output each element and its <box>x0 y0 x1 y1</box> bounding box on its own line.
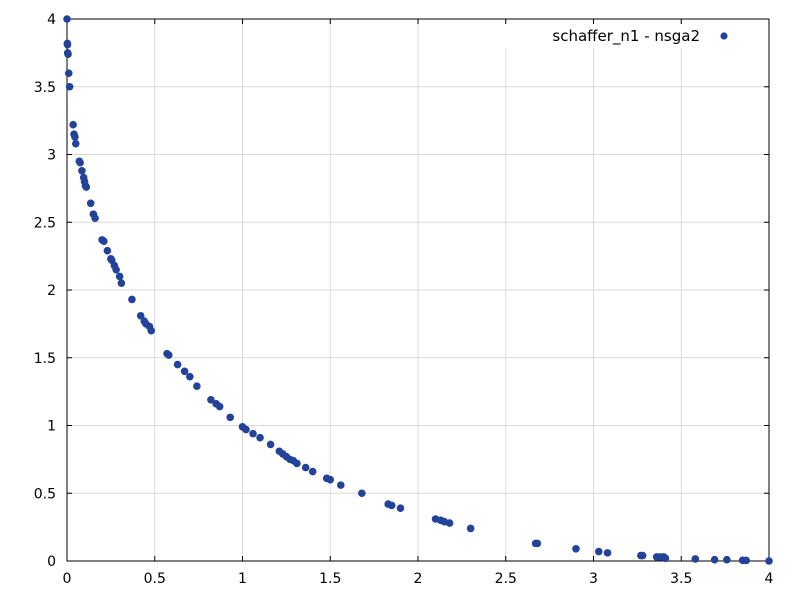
data-point <box>256 433 264 442</box>
data-point <box>358 489 366 498</box>
data-point <box>71 133 79 141</box>
data-point <box>661 554 670 563</box>
data-point <box>396 504 405 512</box>
data-point <box>387 501 396 510</box>
x-tick-label: 4 <box>765 571 774 587</box>
data-point <box>78 166 86 175</box>
data-point <box>117 279 126 288</box>
y-tick-label: 1 <box>47 419 56 435</box>
x-tick-label: 0.5 <box>144 571 166 587</box>
data-point <box>445 519 454 527</box>
data-point <box>742 556 750 565</box>
data-point <box>136 311 145 320</box>
data-point <box>293 459 301 468</box>
x-tick-label: 2.5 <box>495 571 517 587</box>
x-tick-label: 3.5 <box>670 571 692 587</box>
data-point <box>723 555 731 564</box>
data-point <box>115 272 124 281</box>
data-point <box>128 295 136 304</box>
y-tick-label: 1.5 <box>34 351 56 367</box>
y-axis-ticks: 0 0.5 1 1.5 2 2.5 3 3.5 4 <box>34 12 769 570</box>
data-point <box>65 82 74 91</box>
data-point <box>266 440 275 449</box>
series-points <box>63 15 773 565</box>
data-point <box>249 429 257 438</box>
x-tick-label: 1.5 <box>319 571 341 587</box>
data-point <box>91 214 99 222</box>
data-point <box>301 463 310 472</box>
data-point <box>691 555 700 563</box>
y-tick-label: 3.5 <box>34 80 56 96</box>
data-point <box>112 265 120 274</box>
data-point <box>186 372 194 381</box>
data-point <box>308 467 317 476</box>
data-point <box>69 120 77 129</box>
data-point <box>594 547 603 556</box>
data-point <box>326 475 335 484</box>
data-point <box>603 549 612 557</box>
data-point <box>466 524 475 533</box>
x-tick-label: 2 <box>414 571 423 587</box>
data-point <box>207 395 215 404</box>
data-point <box>710 555 719 564</box>
data-point <box>226 413 235 422</box>
data-point <box>63 15 71 23</box>
data-point <box>533 539 542 548</box>
legend-marker <box>720 32 728 40</box>
data-point <box>147 326 156 335</box>
legend: schaffer_n1 - nsga2 <box>502 24 762 48</box>
data-point <box>638 551 647 560</box>
data-point <box>215 402 224 411</box>
data-point <box>180 367 189 376</box>
data-point <box>86 199 95 208</box>
data-point <box>242 425 250 434</box>
y-tick-label: 0.5 <box>34 486 56 502</box>
data-point <box>63 40 72 49</box>
data-point <box>64 69 73 77</box>
data-point <box>100 237 108 246</box>
x-tick-label: 1 <box>238 571 247 587</box>
data-point <box>76 158 84 167</box>
x-tick-label: 3 <box>589 571 598 587</box>
data-point <box>82 183 91 191</box>
y-tick-label: 0 <box>47 554 56 570</box>
x-tick-label: 0 <box>63 571 72 587</box>
data-point <box>193 382 201 391</box>
data-point <box>173 360 182 369</box>
data-point <box>103 246 112 255</box>
x-axis-ticks: 0 0.5 1 1.5 2 2.5 3 3.5 4 <box>63 19 774 587</box>
data-point <box>765 557 773 565</box>
data-point <box>336 481 345 489</box>
data-point <box>164 351 173 359</box>
y-tick-label: 3 <box>47 148 56 164</box>
grid <box>67 19 769 561</box>
y-tick-label: 4 <box>47 12 56 28</box>
y-tick-label: 2.5 <box>34 215 56 231</box>
y-tick-label: 2 <box>47 283 56 299</box>
data-point <box>71 139 80 148</box>
legend-label: schaffer_n1 - nsga2 <box>552 27 700 46</box>
data-point <box>64 50 72 59</box>
legend-background <box>502 24 762 48</box>
data-point <box>572 545 580 553</box>
